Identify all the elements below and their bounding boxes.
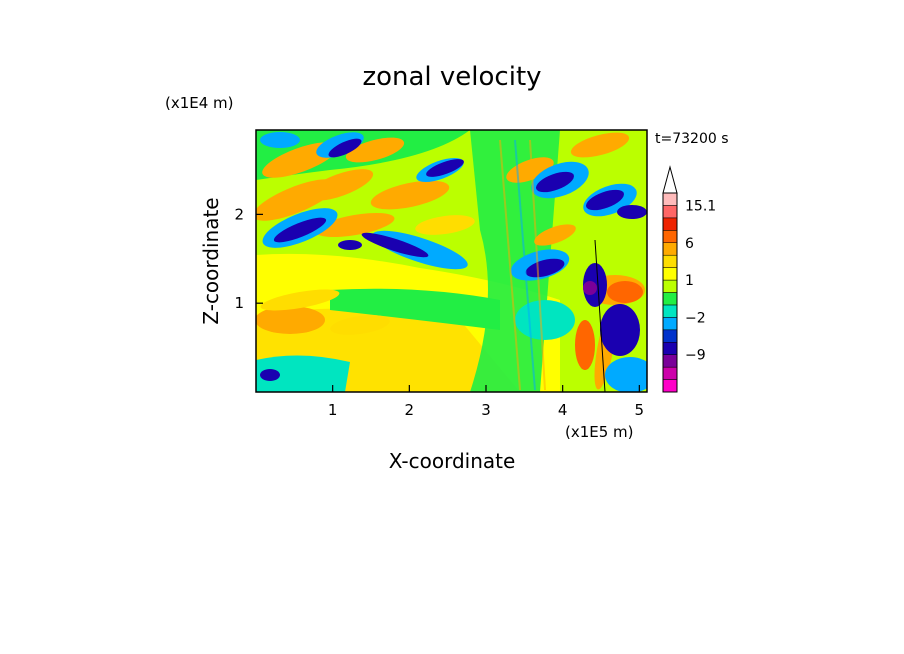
y-unit-label: (x1E4 m) [165, 94, 234, 112]
axes: 1 2 3 4 5 1 2 [234, 205, 644, 419]
colorbar-swatch [662, 267, 678, 281]
colorbar-swatch [662, 242, 678, 256]
colorbar-tick-label: 1 [685, 273, 694, 289]
x-tick-label: 4 [558, 401, 568, 419]
colorbar-swatch [662, 205, 678, 219]
chart-title: zonal velocity [362, 62, 541, 92]
colorbar-swatch [662, 366, 678, 380]
plot-frame [255, 129, 648, 393]
colorbar-frame [662, 192, 678, 393]
colorbar-swatch [662, 217, 678, 231]
x-tick-label: 3 [481, 401, 491, 419]
y-axis-label: Z-coordinate [199, 197, 223, 324]
y-tick-label: 1 [234, 294, 244, 312]
colorbar-swatch [662, 292, 678, 306]
colorbar: 15.1 6 1 −2 −9 [662, 165, 716, 393]
colorbar-swatch [662, 254, 678, 268]
colorbar-swatch [662, 329, 678, 343]
colorbar-extend-triangle [662, 165, 678, 194]
colorbar-swatch [662, 192, 678, 206]
time-label: t=73200 s [655, 131, 729, 147]
colorbar-swatch [662, 230, 678, 243]
colorbar-tick-label: 6 [685, 236, 694, 252]
colorbar-swatch [662, 354, 678, 368]
x-tick-label: 5 [635, 401, 645, 419]
y-tick-label: 2 [234, 205, 244, 223]
colorbar-tick-label: −9 [685, 348, 706, 364]
x-axis-label: X-coordinate [389, 449, 516, 473]
colorbar-tick-label: 15.1 [685, 198, 716, 214]
x-tick-label: 1 [328, 401, 338, 419]
colorbar-swatch [662, 304, 678, 318]
x-tick-label: 2 [405, 401, 415, 419]
colorbar-tick-label: −2 [685, 310, 706, 326]
velocity-field [256, 130, 647, 392]
colorbar-swatch [662, 279, 678, 293]
colorbar-swatch [662, 317, 678, 331]
x-unit-label: (x1E5 m) [565, 423, 634, 441]
colorbar-swatch [662, 379, 678, 393]
colorbar-swatch [662, 342, 678, 355]
